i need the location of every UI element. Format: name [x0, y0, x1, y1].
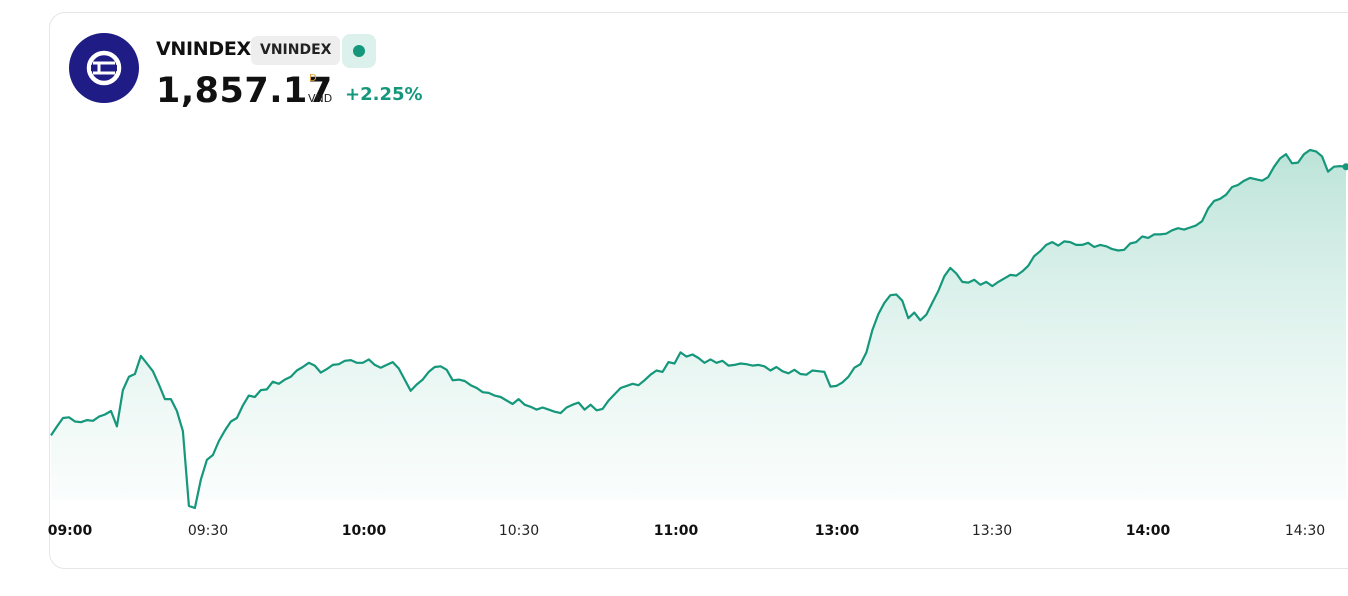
- price-change-percent: +2.25%: [345, 84, 423, 105]
- x-tick-label: 13:30: [972, 523, 1012, 539]
- x-tick-label: 10:30: [499, 523, 539, 539]
- x-tick-label: 10:00: [342, 523, 387, 539]
- last-price-point: [1342, 163, 1348, 171]
- price-area-fill: [51, 150, 1346, 508]
- index-name: VNINDEX: [156, 38, 251, 60]
- live-status-dot-icon: [353, 45, 365, 57]
- currency-label: VND: [308, 92, 333, 105]
- currency-superscript: D: [309, 73, 317, 84]
- x-tick-label: 09:00: [48, 523, 93, 539]
- price-series-line: [50, 148, 1347, 510]
- symbol-badge: VNINDEX: [251, 36, 341, 65]
- x-tick-label: 11:00: [654, 523, 699, 539]
- live-status-button[interactable]: [342, 34, 376, 68]
- x-tick-label: 14:00: [1126, 523, 1171, 539]
- current-price: 1,857.17: [156, 71, 333, 111]
- x-tick-label: 09:30: [188, 523, 228, 539]
- exchange-logo-icon: [69, 33, 139, 103]
- x-axis-ticks: 09:00 09:30 10:00 10:30 11:00 13:00 13:30 14:00…: [48, 523, 1325, 539]
- x-tick-label: 13:00: [815, 523, 860, 539]
- x-tick-label: 14:30: [1285, 523, 1325, 539]
